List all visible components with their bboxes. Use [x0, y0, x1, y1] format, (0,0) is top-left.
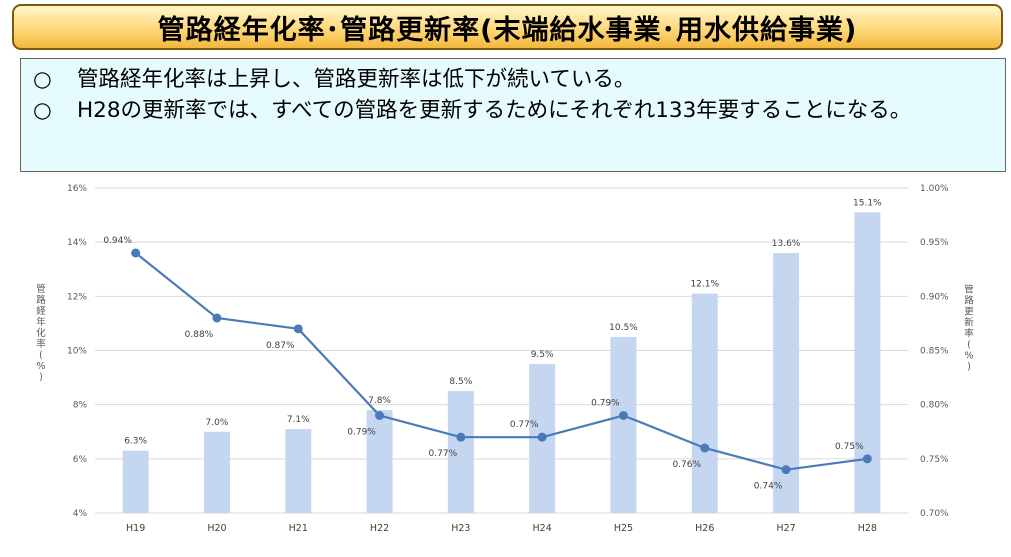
- x-tick-label: H19: [126, 523, 145, 534]
- line-data-label: 0.75%: [835, 442, 864, 452]
- bar: [285, 429, 312, 513]
- bar: [203, 431, 230, 513]
- line-point: [781, 465, 791, 475]
- y-right-tick-label: 0.70%: [920, 509, 949, 519]
- x-tick-label: H28: [858, 523, 877, 534]
- summary-notes: ○ 管路経年化率は上昇し、管路更新率は低下が続いている。 ○ H28の更新率では…: [20, 58, 1006, 172]
- x-tick-label: H25: [614, 523, 633, 534]
- bar: [366, 410, 393, 513]
- line-point: [456, 432, 466, 442]
- bar-data-label: 8.5%: [449, 377, 472, 387]
- line-point: [293, 324, 303, 334]
- note-text: 管路経年化率は上昇し、管路更新率は低下が続いている。: [77, 67, 636, 92]
- y-left-tick-label: 14%: [67, 238, 87, 248]
- note-item: ○ 管路経年化率は上昇し、管路更新率は低下が続いている。: [33, 64, 993, 95]
- line-data-label: 0.76%: [672, 460, 701, 470]
- line-point: [700, 443, 710, 453]
- bar-data-label: 15.1%: [853, 198, 882, 208]
- y-right-tick-label: 0.90%: [920, 292, 949, 302]
- bar-data-label: 10.5%: [609, 323, 638, 333]
- bar-data-label: 7.0%: [206, 418, 229, 428]
- bar-data-label: 13.6%: [772, 239, 801, 249]
- line-data-label: 0.74%: [754, 482, 783, 492]
- line-point: [862, 454, 872, 464]
- x-tick-label: H22: [370, 523, 389, 534]
- bar-data-label: 9.5%: [531, 350, 554, 360]
- x-tick-label: H21: [289, 523, 308, 534]
- y-left-tick-label: 4%: [73, 509, 88, 519]
- y-right-tick-label: 1.00%: [920, 184, 949, 194]
- line-point: [375, 411, 385, 420]
- y-left-tick-label: 16%: [67, 184, 87, 194]
- note-item: ○ H28の更新率では、すべての管路を更新するためにそれぞれ133年要することに…: [33, 95, 993, 126]
- line-point: [131, 248, 141, 258]
- y-left-tick-label: 6%: [73, 455, 88, 465]
- y-right-axis-title: 管路更新率(%): [964, 284, 974, 373]
- bar-data-label: 7.1%: [287, 415, 310, 425]
- x-tick-label: H24: [533, 523, 552, 534]
- line-data-label: 0.79%: [591, 399, 620, 409]
- series-line: [134, 252, 868, 471]
- line-point: [618, 411, 628, 420]
- line-point: [212, 313, 222, 323]
- y-left-tick-label: 8%: [73, 401, 88, 411]
- bar: [854, 212, 881, 513]
- line-data-label: 0.77%: [510, 420, 539, 430]
- x-tick-label: H23: [451, 523, 470, 534]
- bar: [610, 336, 637, 513]
- circle-bullet-icon: ○: [33, 98, 52, 123]
- line-data-label: 0.87%: [266, 341, 295, 351]
- y-right-tick-label: 0.95%: [920, 238, 949, 248]
- bar: [691, 293, 718, 513]
- bar: [447, 391, 474, 513]
- y-right-tick-label: 0.80%: [920, 401, 949, 411]
- y-left-axis-title: 管路経年化率(%): [36, 283, 46, 383]
- bar-data-label: 12.1%: [690, 280, 719, 290]
- title-banner: 管路経年化率･管路更新率(末端給水事業･用水供給事業): [12, 4, 1003, 50]
- x-tick-label: H26: [695, 523, 714, 534]
- y-left-tick-label: 12%: [67, 292, 87, 302]
- bar: [122, 450, 149, 513]
- line-data-label: 0.77%: [429, 449, 458, 459]
- line-data-label: 0.79%: [347, 428, 376, 438]
- y-right-tick-label: 0.85%: [920, 347, 949, 357]
- line-data-label: 0.88%: [185, 330, 214, 340]
- note-text: H28の更新率では、すべての管路を更新するためにそれぞれ133年要することになる…: [77, 98, 912, 123]
- bar-data-label: 7.8%: [368, 396, 391, 406]
- x-tick-label: H20: [207, 523, 226, 534]
- y-left-tick-label: 10%: [67, 347, 87, 357]
- line-data-label: 0.94%: [103, 236, 132, 246]
- combo-chart: 4% 6% 8% 10% 12% 14% 16% 0.70% 0.75% 0.80% 0.85% 0.…: [36, 184, 974, 534]
- x-tick-label: H27: [776, 523, 795, 534]
- circle-bullet-icon: ○: [33, 67, 52, 92]
- line-point: [537, 432, 547, 442]
- bar-data-label: 6.3%: [124, 437, 147, 447]
- y-right-tick-label: 0.75%: [920, 455, 949, 465]
- page-title: 管路経年化率･管路更新率(末端給水事業･用水供給事業): [157, 14, 858, 46]
